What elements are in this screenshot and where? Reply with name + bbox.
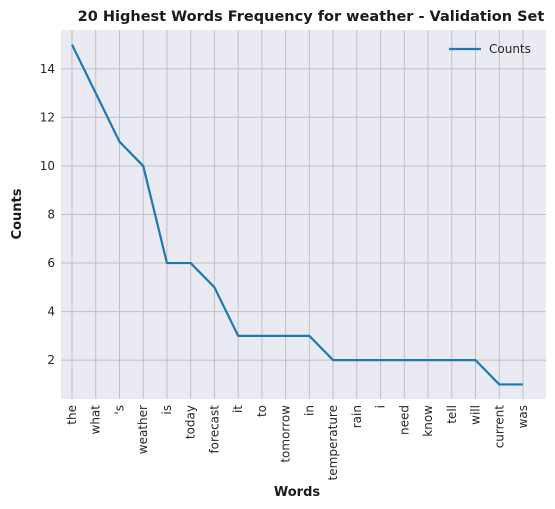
series-points [71,44,524,385]
x-tick-label: weather [136,405,150,454]
y-tick-label: 2 [47,353,55,367]
x-tick-label: need [397,405,411,435]
y-tick-label: 10 [40,159,55,173]
x-axis-ticks: the what 's weather is today forecast it to tomor… [65,405,530,481]
y-tick-label: 8 [47,208,55,222]
x-tick-label: temperature [326,405,340,480]
y-axis-label: Counts [10,188,25,239]
y-tick-label: 14 [40,62,55,76]
x-tick-label: will [469,405,483,425]
y-tick-label: 6 [47,256,55,270]
x-tick-label: was [516,405,530,428]
chart-title: 20 Highest Words Frequency for weather -… [78,9,545,25]
grid [61,30,546,399]
x-tick-label: is [160,405,174,415]
x-tick-label: rain [350,405,364,428]
x-tick-label: what [89,405,103,435]
legend-label: Counts [489,42,531,56]
x-axis-label: Words [274,485,321,500]
x-tick-label: today [184,405,198,439]
x-tick-label: it [231,405,245,413]
legend: Counts [449,42,531,56]
x-tick-label: in [302,405,316,416]
series-line [71,44,523,386]
y-tick-label: 12 [40,110,55,124]
x-tick-label: tell [445,405,459,424]
x-tick-label: the [65,405,79,425]
x-tick-label: current [492,405,506,449]
x-tick-label: i [374,405,388,408]
x-tick-label: tomorrow [279,405,293,463]
x-tick-label: to [255,405,269,417]
y-tick-label: 4 [47,305,55,319]
x-tick-label: 's [112,405,126,415]
y-axis-ticks: 2 4 6 8 10 12 14 [40,62,55,367]
x-tick-label: know [421,405,435,437]
x-tick-label: forecast [207,405,221,454]
